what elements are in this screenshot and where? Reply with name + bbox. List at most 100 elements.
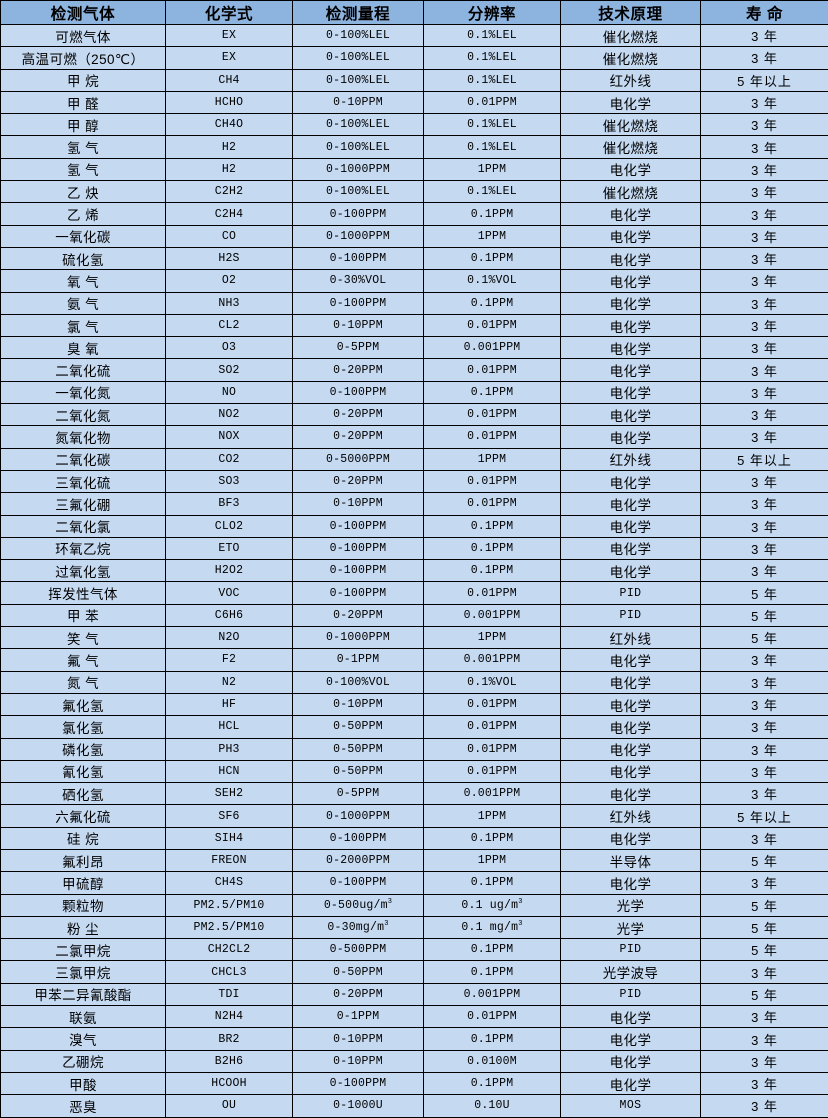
cell-chemical-formula: C6H6 — [166, 604, 293, 626]
cell-resolution: 0.1%LEL — [424, 136, 561, 158]
cell-resolution: 0.1%LEL — [424, 69, 561, 91]
cell-gas-name: 三氟化硼 — [1, 493, 166, 515]
column-header-range: 检测量程 — [293, 1, 424, 25]
cell-gas-name: 高温可燃（250℃） — [1, 47, 166, 69]
cell-chemical-formula: NH3 — [166, 292, 293, 314]
cell-detection-range: 0-1000PPM — [293, 805, 424, 827]
cell-technology: 电化学 — [561, 560, 701, 582]
cell-technology: 光学波导 — [561, 961, 701, 983]
cell-lifespan: 5 年以上 — [701, 69, 828, 91]
cell-detection-range: 0-1000U — [293, 1095, 424, 1117]
cell-lifespan: 3 年 — [701, 649, 828, 671]
cell-technology: 电化学 — [561, 158, 701, 180]
cell-chemical-formula: HCN — [166, 760, 293, 782]
cell-detection-range: 0-20PPM — [293, 604, 424, 626]
cell-resolution: 0.1PPM — [424, 1072, 561, 1094]
cell-detection-range: 0-20PPM — [293, 359, 424, 381]
cell-resolution: 0.1PPM — [424, 292, 561, 314]
cell-lifespan: 5 年 — [701, 983, 828, 1005]
cell-lifespan: 3 年 — [701, 560, 828, 582]
cell-lifespan: 5 年以上 — [701, 448, 828, 470]
cell-technology: 电化学 — [561, 381, 701, 403]
cell-resolution: 0.1PPM — [424, 560, 561, 582]
cell-lifespan: 3 年 — [701, 872, 828, 894]
column-header-resolution: 分辨率 — [424, 1, 561, 25]
cell-resolution: 0.1%LEL — [424, 114, 561, 136]
cell-technology: 电化学 — [561, 91, 701, 113]
unit-exponent: 3 — [384, 920, 388, 928]
cell-resolution: 0.1PPM — [424, 203, 561, 225]
cell-chemical-formula: C2H4 — [166, 203, 293, 225]
cell-technology: PID — [561, 582, 701, 604]
cell-resolution: 0.1 mg/m3 — [424, 916, 561, 938]
cell-chemical-formula: O2 — [166, 270, 293, 292]
cell-technology: 光学 — [561, 894, 701, 916]
cell-technology: 电化学 — [561, 270, 701, 292]
cell-chemical-formula: CO2 — [166, 448, 293, 470]
cell-resolution: 0.001PPM — [424, 983, 561, 1005]
cell-resolution: 0.1PPM — [424, 515, 561, 537]
cell-chemical-formula: VOC — [166, 582, 293, 604]
cell-resolution: 1PPM — [424, 225, 561, 247]
cell-lifespan: 3 年 — [701, 827, 828, 849]
cell-detection-range: 0-100PPM — [293, 515, 424, 537]
cell-detection-range: 0-10PPM — [293, 1050, 424, 1072]
cell-technology: 电化学 — [561, 225, 701, 247]
cell-technology: 电化学 — [561, 1028, 701, 1050]
cell-resolution: 0.10U — [424, 1095, 561, 1117]
cell-chemical-formula: SEH2 — [166, 783, 293, 805]
cell-detection-range: 0-1000PPM — [293, 225, 424, 247]
cell-lifespan: 3 年 — [701, 25, 828, 47]
cell-gas-name: 三氯甲烷 — [1, 961, 166, 983]
cell-gas-name: 乙硼烷 — [1, 1050, 166, 1072]
cell-resolution: 0.01PPM — [424, 470, 561, 492]
cell-resolution: 0.01PPM — [424, 404, 561, 426]
cell-detection-range: 0-50PPM — [293, 760, 424, 782]
cell-gas-name: 硅 烷 — [1, 827, 166, 849]
cell-gas-name: 可燃气体 — [1, 25, 166, 47]
cell-resolution: 0.1%LEL — [424, 47, 561, 69]
cell-lifespan: 3 年 — [701, 493, 828, 515]
cell-detection-range: 0-50PPM — [293, 738, 424, 760]
cell-resolution: 0.1PPM — [424, 827, 561, 849]
cell-lifespan: 5 年 — [701, 849, 828, 871]
cell-resolution: 0.001PPM — [424, 783, 561, 805]
cell-lifespan: 3 年 — [701, 381, 828, 403]
cell-resolution: 0.001PPM — [424, 649, 561, 671]
cell-technology: 电化学 — [561, 426, 701, 448]
cell-resolution: 0.01PPM — [424, 582, 561, 604]
cell-resolution: 0.01PPM — [424, 426, 561, 448]
cell-lifespan: 3 年 — [701, 47, 828, 69]
cell-lifespan: 3 年 — [701, 114, 828, 136]
cell-chemical-formula: FREON — [166, 849, 293, 871]
cell-chemical-formula: PH3 — [166, 738, 293, 760]
cell-lifespan: 5 年以上 — [701, 805, 828, 827]
cell-lifespan: 3 年 — [701, 738, 828, 760]
cell-chemical-formula: SF6 — [166, 805, 293, 827]
cell-chemical-formula: EX — [166, 47, 293, 69]
cell-resolution: 0.1PPM — [424, 872, 561, 894]
cell-resolution: 0.001PPM — [424, 337, 561, 359]
cell-detection-range: 0-1PPM — [293, 649, 424, 671]
cell-technology: 电化学 — [561, 314, 701, 336]
cell-technology: 红外线 — [561, 69, 701, 91]
cell-technology: 电化学 — [561, 292, 701, 314]
cell-resolution: 0.01PPM — [424, 493, 561, 515]
